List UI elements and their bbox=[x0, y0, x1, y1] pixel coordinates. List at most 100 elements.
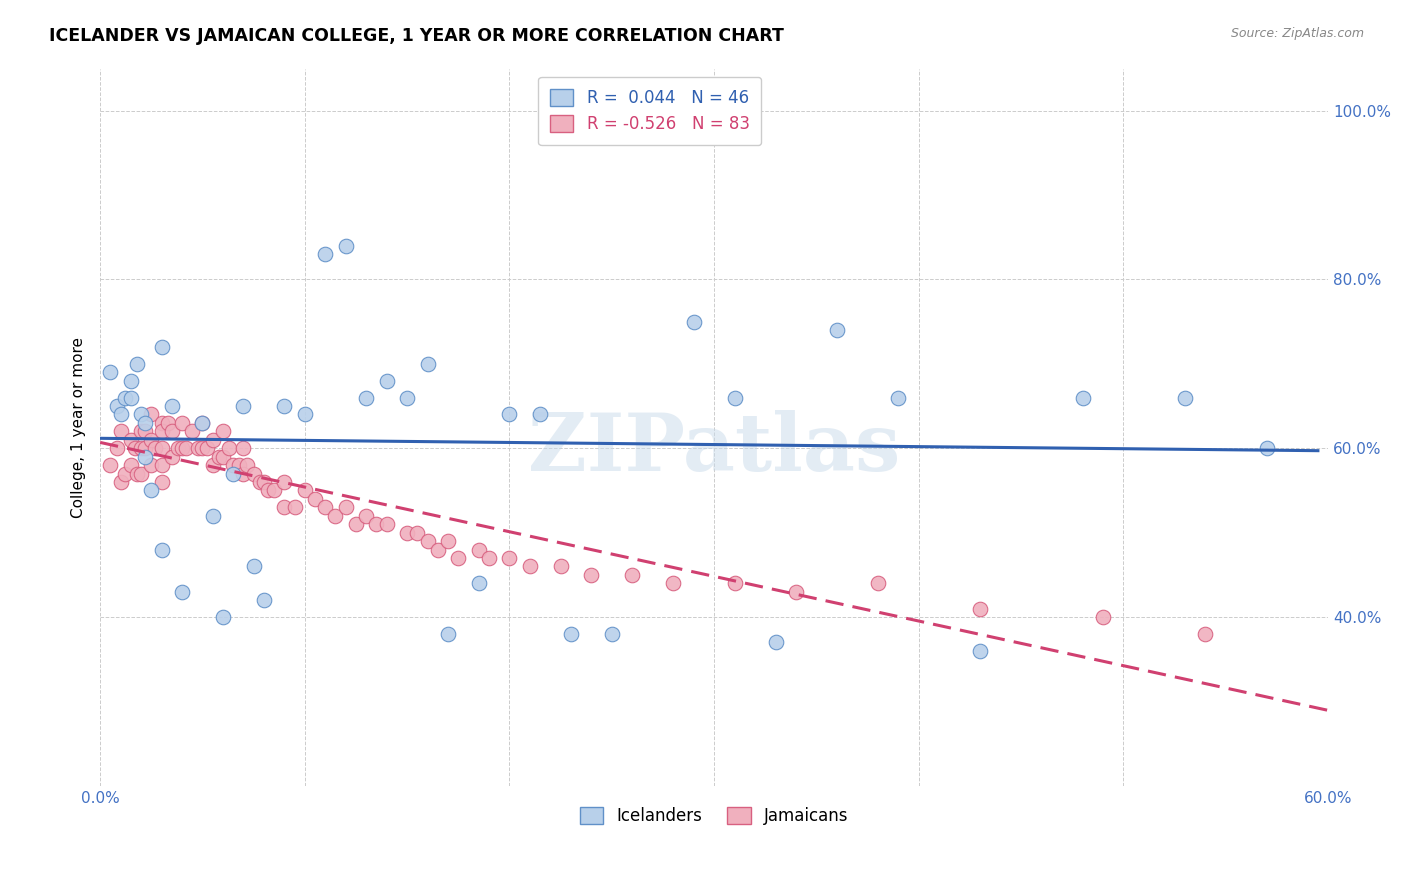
Point bbox=[1194, 627, 1216, 641]
Point bbox=[478, 551, 501, 566]
Point bbox=[375, 517, 398, 532]
Point bbox=[765, 635, 787, 649]
Point bbox=[396, 525, 419, 540]
Point bbox=[969, 644, 991, 658]
Point bbox=[242, 467, 264, 481]
Point bbox=[468, 542, 491, 557]
Point bbox=[170, 416, 193, 430]
Point bbox=[335, 500, 357, 515]
Point bbox=[174, 442, 197, 456]
Point bbox=[560, 627, 582, 641]
Point bbox=[170, 442, 193, 456]
Legend: Icelanders, Jamaicans: Icelanders, Jamaicans bbox=[569, 797, 859, 835]
Point bbox=[134, 425, 156, 439]
Point bbox=[195, 442, 218, 456]
Point bbox=[236, 458, 259, 472]
Point bbox=[222, 467, 245, 481]
Point bbox=[354, 391, 377, 405]
Point bbox=[406, 525, 429, 540]
Text: ICELANDER VS JAMAICAN COLLEGE, 1 YEAR OR MORE CORRELATION CHART: ICELANDER VS JAMAICAN COLLEGE, 1 YEAR OR… bbox=[49, 27, 785, 45]
Point bbox=[145, 442, 167, 456]
Y-axis label: College, 1 year or more: College, 1 year or more bbox=[72, 336, 86, 517]
Point bbox=[150, 340, 173, 354]
Point bbox=[150, 425, 173, 439]
Point bbox=[600, 627, 623, 641]
Point bbox=[273, 475, 295, 489]
Point bbox=[150, 542, 173, 557]
Point bbox=[253, 475, 276, 489]
Point bbox=[682, 315, 704, 329]
Point bbox=[191, 416, 214, 430]
Point bbox=[212, 425, 235, 439]
Point bbox=[416, 357, 439, 371]
Point bbox=[167, 442, 190, 456]
Point bbox=[621, 567, 644, 582]
Point bbox=[335, 238, 357, 252]
Point bbox=[150, 416, 173, 430]
Point bbox=[150, 458, 173, 472]
Point bbox=[120, 458, 142, 472]
Point bbox=[232, 467, 254, 481]
Point bbox=[150, 475, 173, 489]
Point bbox=[273, 500, 295, 515]
Text: Source: ZipAtlas.com: Source: ZipAtlas.com bbox=[1230, 27, 1364, 40]
Point bbox=[129, 425, 152, 439]
Point bbox=[228, 458, 250, 472]
Point bbox=[263, 483, 285, 498]
Point bbox=[887, 391, 910, 405]
Point bbox=[354, 508, 377, 523]
Point bbox=[201, 433, 224, 447]
Point bbox=[396, 391, 419, 405]
Point bbox=[187, 442, 209, 456]
Point bbox=[141, 408, 163, 422]
Point bbox=[375, 374, 398, 388]
Point bbox=[1091, 610, 1114, 624]
Point bbox=[344, 517, 367, 532]
Point bbox=[105, 442, 128, 456]
Point bbox=[1256, 442, 1278, 456]
Point bbox=[314, 500, 336, 515]
Text: ZIPatlas: ZIPatlas bbox=[529, 409, 900, 488]
Point bbox=[170, 584, 193, 599]
Point bbox=[366, 517, 388, 532]
Point bbox=[110, 425, 132, 439]
Point bbox=[181, 425, 204, 439]
Point bbox=[294, 408, 316, 422]
Point bbox=[641, 128, 664, 143]
Point bbox=[723, 576, 745, 591]
Point bbox=[141, 458, 163, 472]
Point bbox=[141, 483, 163, 498]
Point bbox=[284, 500, 307, 515]
Point bbox=[120, 374, 142, 388]
Point bbox=[581, 567, 603, 582]
Point bbox=[212, 450, 235, 464]
Point bbox=[866, 576, 889, 591]
Point bbox=[124, 442, 146, 456]
Point bbox=[98, 458, 121, 472]
Point bbox=[105, 399, 128, 413]
Point bbox=[273, 399, 295, 413]
Point bbox=[437, 627, 460, 641]
Point bbox=[156, 416, 179, 430]
Point bbox=[723, 391, 745, 405]
Point bbox=[416, 534, 439, 549]
Point bbox=[201, 458, 224, 472]
Point bbox=[498, 408, 520, 422]
Point bbox=[134, 442, 156, 456]
Point bbox=[825, 323, 848, 337]
Point bbox=[141, 433, 163, 447]
Point bbox=[134, 450, 156, 464]
Point bbox=[437, 534, 460, 549]
Point bbox=[969, 601, 991, 615]
Point bbox=[232, 442, 254, 456]
Point bbox=[218, 442, 240, 456]
Point bbox=[468, 576, 491, 591]
Point bbox=[232, 399, 254, 413]
Point bbox=[110, 475, 132, 489]
Point bbox=[325, 508, 347, 523]
Point bbox=[222, 458, 245, 472]
Point bbox=[201, 508, 224, 523]
Point bbox=[191, 416, 214, 430]
Point bbox=[242, 559, 264, 574]
Point bbox=[110, 408, 132, 422]
